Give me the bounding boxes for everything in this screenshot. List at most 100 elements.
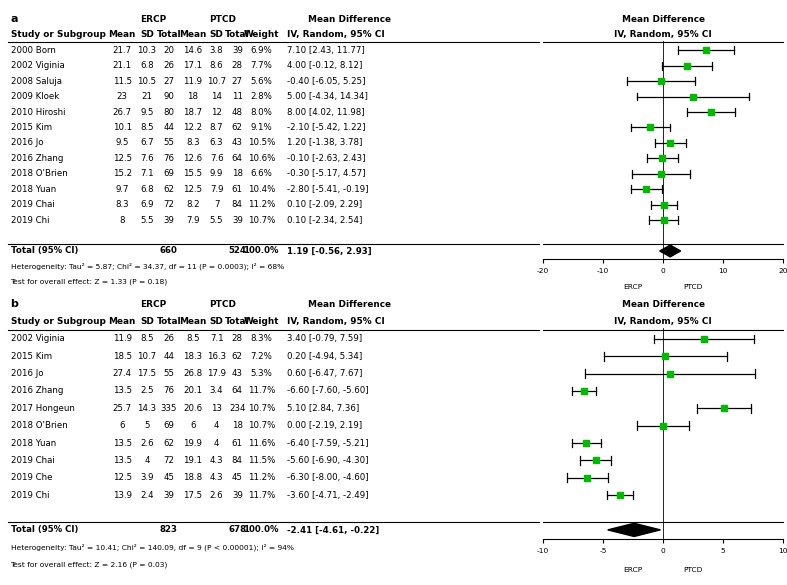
- Text: 14.3: 14.3: [138, 404, 157, 413]
- Text: 4: 4: [214, 439, 220, 448]
- Text: 69: 69: [164, 169, 174, 178]
- Text: ERCP: ERCP: [623, 567, 643, 573]
- Text: 2000 Born: 2000 Born: [10, 46, 55, 55]
- Text: 10.5: 10.5: [138, 77, 157, 85]
- Text: 62: 62: [164, 439, 175, 448]
- Text: 11.9: 11.9: [113, 335, 131, 343]
- Text: 9.1%: 9.1%: [250, 123, 272, 132]
- Text: 21: 21: [142, 92, 153, 101]
- Text: ERCP: ERCP: [623, 284, 643, 290]
- Text: SD: SD: [140, 317, 154, 326]
- Text: 27: 27: [164, 77, 175, 85]
- Text: 11: 11: [232, 92, 243, 101]
- Text: 18.5: 18.5: [113, 352, 131, 361]
- Text: 335: 335: [161, 404, 177, 413]
- Text: Test for overall effect: Z = 1.33 (P = 0.18): Test for overall effect: Z = 1.33 (P = 0…: [10, 278, 168, 285]
- Text: 45: 45: [164, 473, 175, 482]
- Text: 62: 62: [164, 185, 175, 194]
- Text: Mean Difference: Mean Difference: [308, 300, 391, 309]
- Text: 5.5: 5.5: [210, 216, 224, 225]
- Text: Total: Total: [225, 317, 249, 326]
- Text: 6.3: 6.3: [210, 139, 224, 147]
- Text: 2002 Viginia: 2002 Viginia: [10, 61, 65, 70]
- Text: 12.6: 12.6: [183, 154, 202, 163]
- Text: 2018 Yuan: 2018 Yuan: [10, 439, 56, 448]
- Text: Heterogeneity: Tau² = 5.87; Chi² = 34.37, df = 11 (P = 0.0003); I² = 68%: Heterogeneity: Tau² = 5.87; Chi² = 34.37…: [10, 263, 284, 270]
- Text: 4: 4: [144, 456, 150, 465]
- Text: 0.10 [-2.34, 2.54]: 0.10 [-2.34, 2.54]: [286, 216, 362, 225]
- Text: 43: 43: [232, 369, 243, 378]
- Text: 7.7%: 7.7%: [250, 61, 272, 70]
- Text: 10.7%: 10.7%: [248, 216, 275, 225]
- Text: 12: 12: [211, 108, 222, 116]
- Text: 13.5: 13.5: [113, 456, 131, 465]
- Text: Total: Total: [157, 30, 181, 39]
- Text: 72: 72: [164, 456, 175, 465]
- Text: 2016 Jo: 2016 Jo: [10, 139, 43, 147]
- Text: 11.7%: 11.7%: [248, 387, 275, 395]
- Text: Weight: Weight: [243, 317, 279, 326]
- Text: IV, Random, 95% CI: IV, Random, 95% CI: [614, 317, 712, 326]
- Text: -6.60 [-7.60, -5.60]: -6.60 [-7.60, -5.60]: [286, 387, 368, 395]
- Text: 10.7: 10.7: [138, 352, 157, 361]
- Text: 8.5: 8.5: [140, 123, 154, 132]
- Text: 2.6: 2.6: [140, 439, 154, 448]
- Text: 11.7%: 11.7%: [248, 491, 275, 500]
- Text: 17.5: 17.5: [183, 491, 202, 500]
- Text: 39: 39: [232, 491, 243, 500]
- Text: Total (95% CI): Total (95% CI): [10, 246, 78, 256]
- Text: Mean Difference: Mean Difference: [622, 15, 704, 24]
- Text: 8.00 [4.02, 11.98]: 8.00 [4.02, 11.98]: [286, 108, 364, 116]
- Text: 12.5: 12.5: [113, 154, 131, 163]
- Text: -2.10 [-5.42, 1.22]: -2.10 [-5.42, 1.22]: [286, 123, 365, 132]
- Text: 15.5: 15.5: [183, 169, 202, 178]
- Text: 3.8: 3.8: [210, 46, 224, 55]
- Text: 0.60 [-6.47, 7.67]: 0.60 [-6.47, 7.67]: [286, 369, 362, 378]
- Text: 2015 Kim: 2015 Kim: [10, 123, 52, 132]
- Text: 80: 80: [164, 108, 175, 116]
- Text: 7.1: 7.1: [140, 169, 154, 178]
- Text: 8.5: 8.5: [140, 335, 154, 343]
- Text: Weight: Weight: [243, 30, 279, 39]
- Text: 2015 Kim: 2015 Kim: [10, 352, 52, 361]
- Text: Test for overall effect: Z = 2.16 (P = 0.03): Test for overall effect: Z = 2.16 (P = 0…: [10, 562, 168, 568]
- Text: 2017 Hongeun: 2017 Hongeun: [10, 404, 75, 413]
- Text: 7.9: 7.9: [210, 185, 224, 194]
- Text: Mean Difference: Mean Difference: [308, 15, 391, 24]
- Polygon shape: [660, 245, 681, 257]
- Text: 9.9: 9.9: [210, 169, 224, 178]
- Text: 7.9: 7.9: [186, 216, 199, 225]
- Text: 28: 28: [232, 61, 243, 70]
- Text: 8: 8: [120, 216, 125, 225]
- Text: Mean: Mean: [109, 30, 136, 39]
- Text: 12.5: 12.5: [183, 185, 202, 194]
- Text: 7.10 [2.43, 11.77]: 7.10 [2.43, 11.77]: [286, 46, 364, 55]
- Text: 55: 55: [164, 369, 175, 378]
- Text: 13.5: 13.5: [113, 439, 131, 448]
- Text: 2016 Zhang: 2016 Zhang: [10, 387, 63, 395]
- Text: IV, Random, 95% CI: IV, Random, 95% CI: [286, 30, 385, 39]
- Text: 61: 61: [232, 185, 243, 194]
- Text: 18.8: 18.8: [183, 473, 202, 482]
- Text: Total: Total: [157, 317, 181, 326]
- Text: 14: 14: [211, 92, 222, 101]
- Text: 43: 43: [232, 139, 243, 147]
- Text: 2.6: 2.6: [210, 491, 224, 500]
- Text: 10.7%: 10.7%: [248, 404, 275, 413]
- Text: 14.6: 14.6: [183, 46, 202, 55]
- Text: -0.30 [-5.17, 4.57]: -0.30 [-5.17, 4.57]: [286, 169, 365, 178]
- Text: ERCP: ERCP: [140, 300, 167, 309]
- Text: 7.2%: 7.2%: [250, 352, 272, 361]
- Text: 8.6: 8.6: [210, 61, 224, 70]
- Text: 3.4: 3.4: [210, 387, 224, 395]
- Text: a: a: [10, 15, 18, 25]
- Text: -5.60 [-6.90, -4.30]: -5.60 [-6.90, -4.30]: [286, 456, 368, 465]
- Text: Mean Difference: Mean Difference: [622, 300, 704, 309]
- Text: 4.3: 4.3: [210, 456, 224, 465]
- Text: 26: 26: [164, 61, 175, 70]
- Text: 19.1: 19.1: [183, 456, 202, 465]
- Text: Heterogeneity: Tau² = 10.41; Chi² = 140.09, df = 9 (P < 0.00001); I² = 94%: Heterogeneity: Tau² = 10.41; Chi² = 140.…: [10, 543, 294, 551]
- Text: Study or Subgroup: Study or Subgroup: [10, 30, 105, 39]
- Text: 62: 62: [232, 352, 243, 361]
- Text: IV, Random, 95% CI: IV, Random, 95% CI: [614, 30, 712, 39]
